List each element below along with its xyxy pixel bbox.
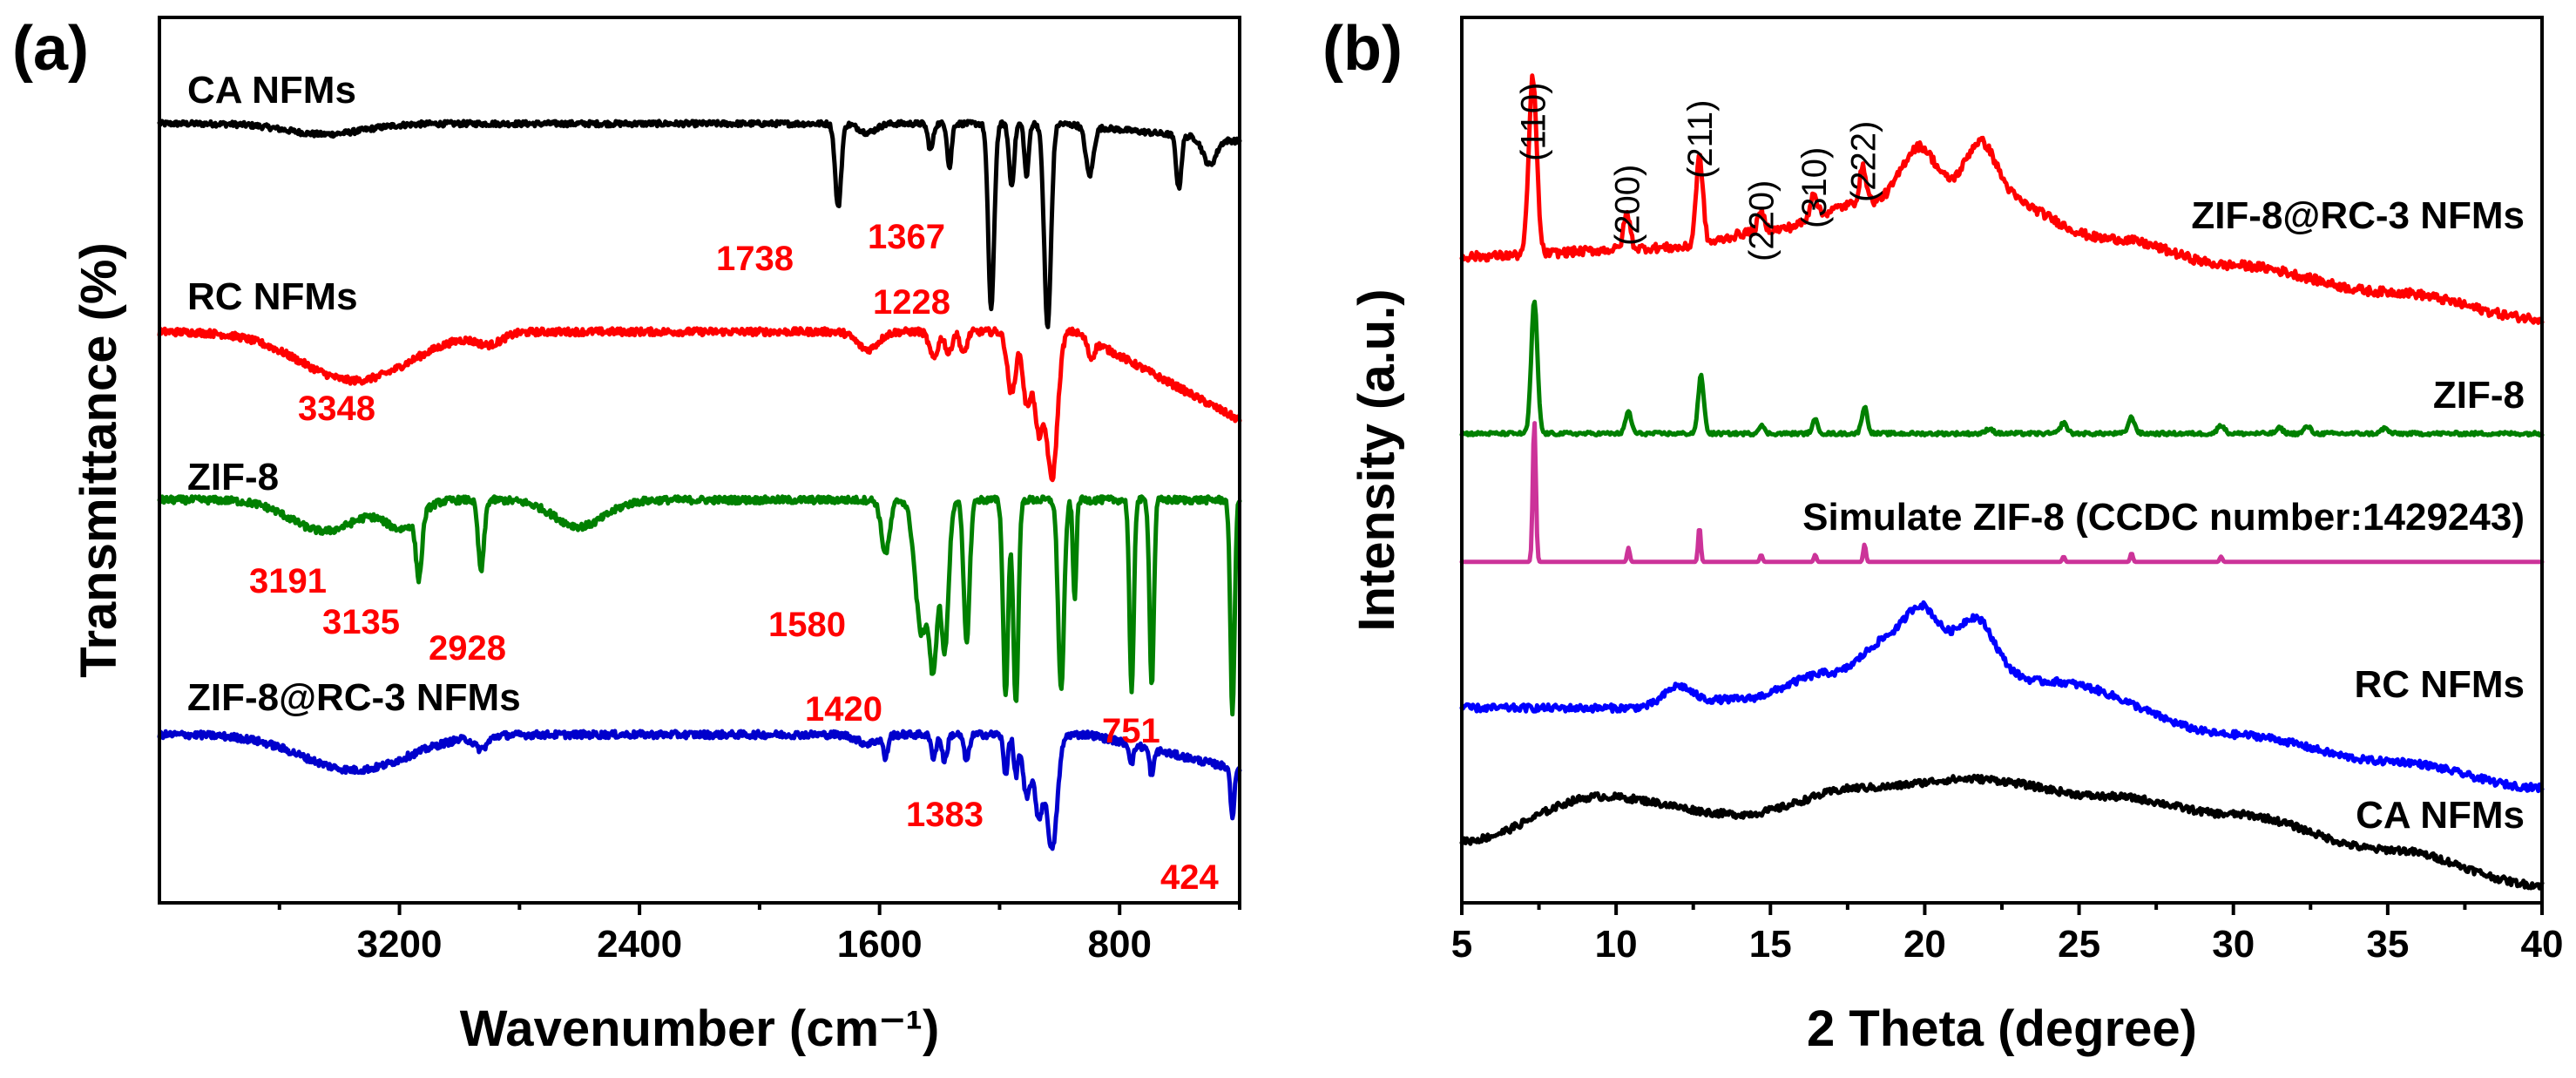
ftir-label-zif8: ZIF-8 xyxy=(187,456,279,498)
ftir-ann-1738: 1738 xyxy=(716,240,794,278)
xrd-trace-3 xyxy=(1459,600,2545,794)
xrd-trace-4 xyxy=(1459,773,2545,891)
xrd-series-group xyxy=(1459,73,2545,891)
xrd-chart: 5 10 15 20 25 30 35 40 (110) (200) (211) (220) … xyxy=(1349,16,2564,1057)
ftir-ann-1228: 1228 xyxy=(873,283,950,322)
ftir-ann-3191: 3191 xyxy=(249,562,327,600)
xrd-xtick-label-25: 25 xyxy=(2058,923,2100,966)
xrd-xtick-label-15: 15 xyxy=(1749,923,1792,966)
ftir-ann-1580: 1580 xyxy=(768,606,846,644)
xrd-trace-1 xyxy=(1459,299,2545,438)
xrd-trace-0 xyxy=(1459,73,2545,325)
xrd-xtick-label-30: 30 xyxy=(2212,923,2255,966)
ftir-trace-1 xyxy=(157,326,1242,483)
xrd-trace-2 xyxy=(1459,421,2545,565)
xrd-label-ca: CA NFMs xyxy=(2356,794,2525,837)
ftir-trace-2 xyxy=(157,494,1242,717)
ftir-ann-3135: 3135 xyxy=(322,603,400,641)
ftir-chart: 3200 2400 1600 800 CA NFMs RC NFMs ZIF-8 ZI… xyxy=(71,16,1242,1057)
ftir-xtick-label-800: 800 xyxy=(1088,923,1152,966)
ftir-xtick-label-3200: 3200 xyxy=(357,923,443,966)
panel-label-b: (b) xyxy=(1322,14,1403,84)
xrd-xtick-label-20: 20 xyxy=(1903,923,1946,966)
xrd-hkl-110: (110) xyxy=(1514,83,1552,161)
xrd-xtick-label-10: 10 xyxy=(1595,923,1638,966)
ftir-x-ticks: 3200 2400 1600 800 xyxy=(277,903,1241,966)
ftir-series-group xyxy=(157,119,1242,851)
ftir-trace-0 xyxy=(157,119,1242,329)
xrd-x-ticks: 5 10 15 20 25 30 35 40 xyxy=(1451,903,2564,966)
ftir-xlabel: Wavenumber (cm⁻¹) xyxy=(460,1000,940,1057)
ftir-xtick-label-2400: 2400 xyxy=(597,923,682,966)
ftir-label-rc: RC NFMs xyxy=(187,275,358,318)
ftir-label-ca: CA NFMs xyxy=(187,69,356,112)
xrd-label-zif8: ZIF-8 xyxy=(2433,374,2525,417)
xrd-hkl-220: (220) xyxy=(1743,180,1782,261)
xrd-label-simulate: Simulate ZIF-8 (CCDC number:1429243) xyxy=(1802,496,2525,539)
ftir-ann-751: 751 xyxy=(1102,712,1160,750)
ftir-ann-424: 424 xyxy=(1160,858,1219,897)
xrd-hkl-211: (211) xyxy=(1681,100,1720,179)
xrd-ylabel: Intensity (a.u.) xyxy=(1349,288,1405,631)
xrd-label-zif8rc: ZIF-8@RC-3 NFMs xyxy=(2191,194,2525,237)
panel-label-a: (a) xyxy=(12,14,89,84)
xrd-hkl-222: (222) xyxy=(1845,121,1883,202)
xrd-label-rc: RC NFMs xyxy=(2354,663,2525,706)
xrd-hkl-310: (310) xyxy=(1795,147,1834,228)
xrd-xlabel: 2 Theta (degree) xyxy=(1807,1000,2197,1057)
ftir-ylabel: Transmittance (%) xyxy=(71,242,127,678)
ftir-ann-1367: 1367 xyxy=(868,218,945,256)
ftir-label-zif8rc: ZIF-8@RC-3 NFMs xyxy=(187,676,521,719)
ftir-xtick-label-1600: 1600 xyxy=(837,923,923,966)
ftir-ann-3348: 3348 xyxy=(298,390,375,428)
xrd-xtick-label-40: 40 xyxy=(2521,923,2564,966)
ftir-plot-frame xyxy=(158,16,1241,905)
ftir-ann-2928: 2928 xyxy=(429,629,506,668)
ftir-ann-1420: 1420 xyxy=(805,690,882,729)
xrd-plot-frame xyxy=(1460,16,2544,905)
xrd-xtick-label-5: 5 xyxy=(1451,923,1472,966)
xrd-xtick-label-35: 35 xyxy=(2366,923,2409,966)
xrd-hkl-200: (200) xyxy=(1609,165,1647,246)
xrd-hkl-labels: (110) (200) (211) (220) (310) (222) xyxy=(1514,83,1883,261)
ftir-ann-1383: 1383 xyxy=(906,796,984,834)
ftir-trace-3 xyxy=(157,729,1242,851)
